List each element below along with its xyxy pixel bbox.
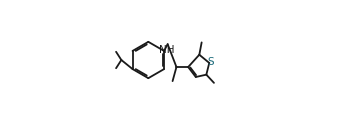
Text: NH: NH — [159, 45, 175, 55]
Text: S: S — [207, 57, 214, 67]
